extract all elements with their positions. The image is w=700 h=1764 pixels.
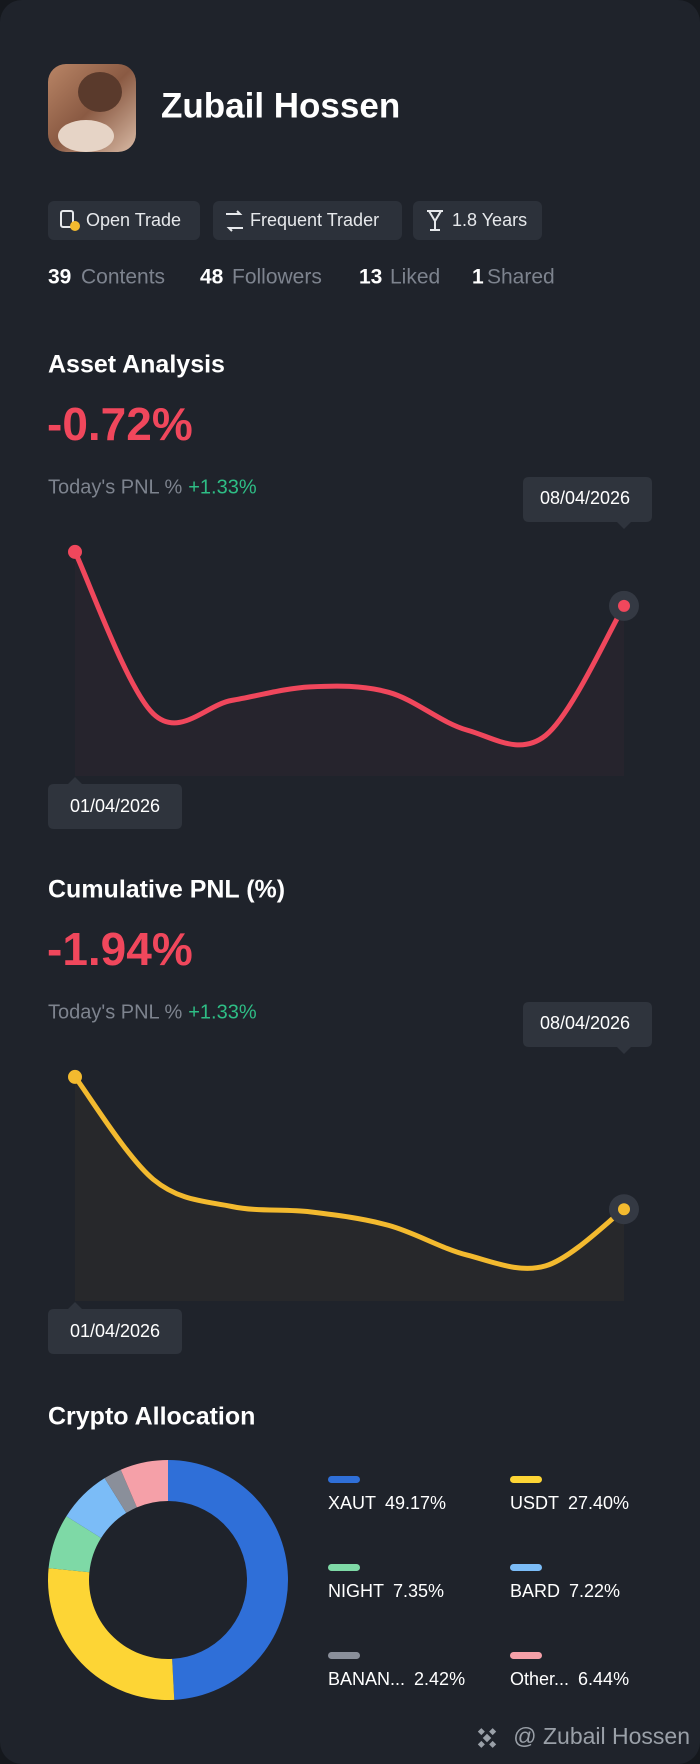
pnl-label: Today's PNL % [48,1001,182,1023]
legend-label: NIGHT [328,1581,384,1601]
start-point [68,544,82,559]
legend-label: Other... [510,1669,569,1689]
end-point [618,599,630,612]
donut-segment [47,1568,175,1701]
tooltip-date: 01/04/2026 [70,1321,160,1341]
legend-value: 6.44% [578,1669,629,1689]
tooltip [523,477,652,529]
badge-label: Frequent Trader [250,210,379,230]
section-title: Crypto Allocation [48,1403,255,1431]
legend-swatch [328,1652,360,1659]
area-fill [75,551,624,776]
stat-count: 13 [359,266,382,289]
stat-count: 1 [472,266,484,289]
headline-value: -1.94% [47,923,193,975]
donut-segment [120,1460,168,1508]
donut-segment [66,1478,127,1539]
donut-segment [104,1469,137,1513]
badge-label: Open Trade [86,210,181,230]
stat-count: 39 [48,266,71,289]
stat-label: Contents [81,266,165,289]
legend-value: 2.42% [414,1669,465,1689]
tooltip-date: 01/04/2026 [70,796,160,816]
pnl-value: +1.33% [188,1001,257,1023]
start-point [68,1069,82,1084]
stat-label: Liked [390,266,440,289]
stats: 39 Contents 48 Followers 13 Liked 1 Shar… [48,266,555,289]
section-title: Cumulative PNL (%) [48,876,285,904]
pnl-label: Today's PNL % [48,476,182,498]
section-title: Asset Analysis [48,351,225,379]
tooltip [48,1302,182,1354]
tooltip [48,777,182,829]
stat-label: Followers [232,266,322,289]
end-point [618,1203,630,1216]
legend-swatch [510,1652,542,1659]
headline-value: -0.72% [47,398,193,450]
legend-value: 49.17% [385,1493,446,1513]
legend-value: 7.35% [393,1581,444,1601]
stat-label: Shared [487,266,555,289]
badge: 1.8 Years [413,201,542,240]
badge: Open Trade [48,201,200,240]
legend-value: 7.22% [569,1581,620,1601]
legend-label: USDT [510,1493,559,1513]
profile-name: Zubail Hossen [161,86,400,125]
line [72,1074,627,1271]
pnl-value: +1.33% [188,476,257,498]
legend-label: BANAN... [328,1669,405,1689]
donut-segment [168,1460,289,1700]
legend-label: XAUT [328,1493,376,1513]
area-fill [75,1076,624,1301]
legend-swatch [328,1476,360,1483]
tooltip-date: 08/04/2026 [540,488,630,508]
legend-swatch [328,1564,360,1571]
donut-segment [48,1516,102,1573]
stat-count: 48 [200,266,224,289]
line [72,549,627,748]
avatar [48,64,136,152]
tooltip-date: 08/04/2026 [540,1013,630,1033]
watermark-text: @ Zubail Hossen [513,1723,690,1749]
legend-swatch [510,1476,542,1483]
badge: Frequent Trader [213,201,402,240]
tooltip [523,1002,652,1054]
legend-swatch [510,1564,542,1571]
legend-value: 27.40% [568,1493,629,1513]
legend-label: BARD [510,1581,560,1601]
badge-label: 1.8 Years [452,210,527,230]
